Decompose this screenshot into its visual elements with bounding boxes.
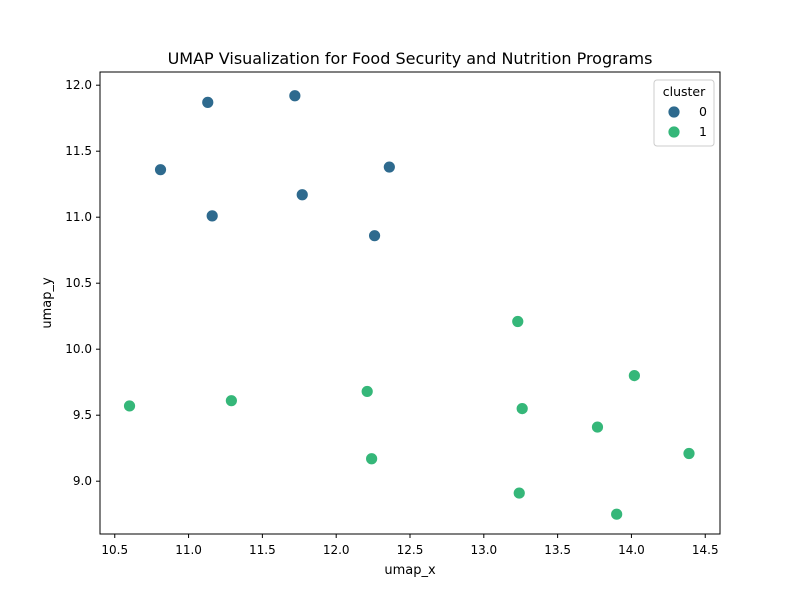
legend-label-0: 0 [699,104,707,119]
scatter-point-cluster-0 [154,163,167,177]
legend: cluster 0 1 [653,79,715,147]
y-axis: 9.0 9.5 10.0 10.5 11.0 11.5 12.0 [65,78,100,488]
scatter-point-cluster-0 [382,160,396,174]
scatter-point-cluster-1 [123,399,136,413]
x-tick-label: 12.0 [323,543,350,557]
x-tick-label: 11.0 [175,543,202,557]
x-axis: 10.5 11.0 11.5 12.0 12.5 13.0 13.5 14.0 14.5 [101,534,719,557]
legend-title: cluster [663,84,706,99]
legend-marker-1 [667,125,681,139]
plot-area-frame [99,71,721,535]
y-tick-label: 9.0 [73,474,92,488]
y-tick-label: 11.0 [65,210,92,224]
y-axis-label: umap_y [40,277,55,329]
x-tick-label: 13.5 [544,543,571,557]
y-tick-label: 10.5 [65,276,92,290]
scatter-point-cluster-1 [627,369,641,383]
scatter-point-cluster-1 [512,486,526,500]
scatter-point-cluster-0 [205,209,219,223]
scatter-point-cluster-1 [515,402,529,416]
scatter-point-cluster-1 [682,447,696,460]
y-tick-label: 9.5 [73,408,92,422]
x-tick-label: 11.5 [249,543,276,557]
scatter-point-cluster-1 [610,507,624,521]
scatter-point-cluster-0 [368,229,381,243]
x-axis-label: umap_x [384,563,436,578]
scatter-point-cluster-0 [288,89,302,103]
scatter-point-cluster-1 [511,315,525,328]
y-tick-label: 12.0 [65,78,92,92]
x-tick-label: 14.5 [692,543,719,557]
scatter-point-cluster-0 [201,95,215,109]
scatter-point-cluster-1 [360,385,374,398]
x-tick-label: 13.0 [470,543,497,557]
x-tick-label: 12.5 [397,543,424,557]
x-tick-label: 14.0 [618,543,645,557]
points-layer [123,89,696,521]
scatter-point-cluster-1 [591,420,604,434]
chart-title: UMAP Visualization for Food Security and… [168,49,653,68]
x-tick-label: 10.5 [101,543,128,557]
legend-marker-0 [667,105,681,119]
scatter-point-cluster-0 [295,188,309,202]
scatter-point-cluster-1 [224,394,238,408]
y-tick-label: 10.0 [65,342,92,356]
y-tick-label: 11.5 [65,144,92,158]
legend-label-1: 1 [699,124,707,139]
scatter-point-cluster-1 [365,452,379,466]
